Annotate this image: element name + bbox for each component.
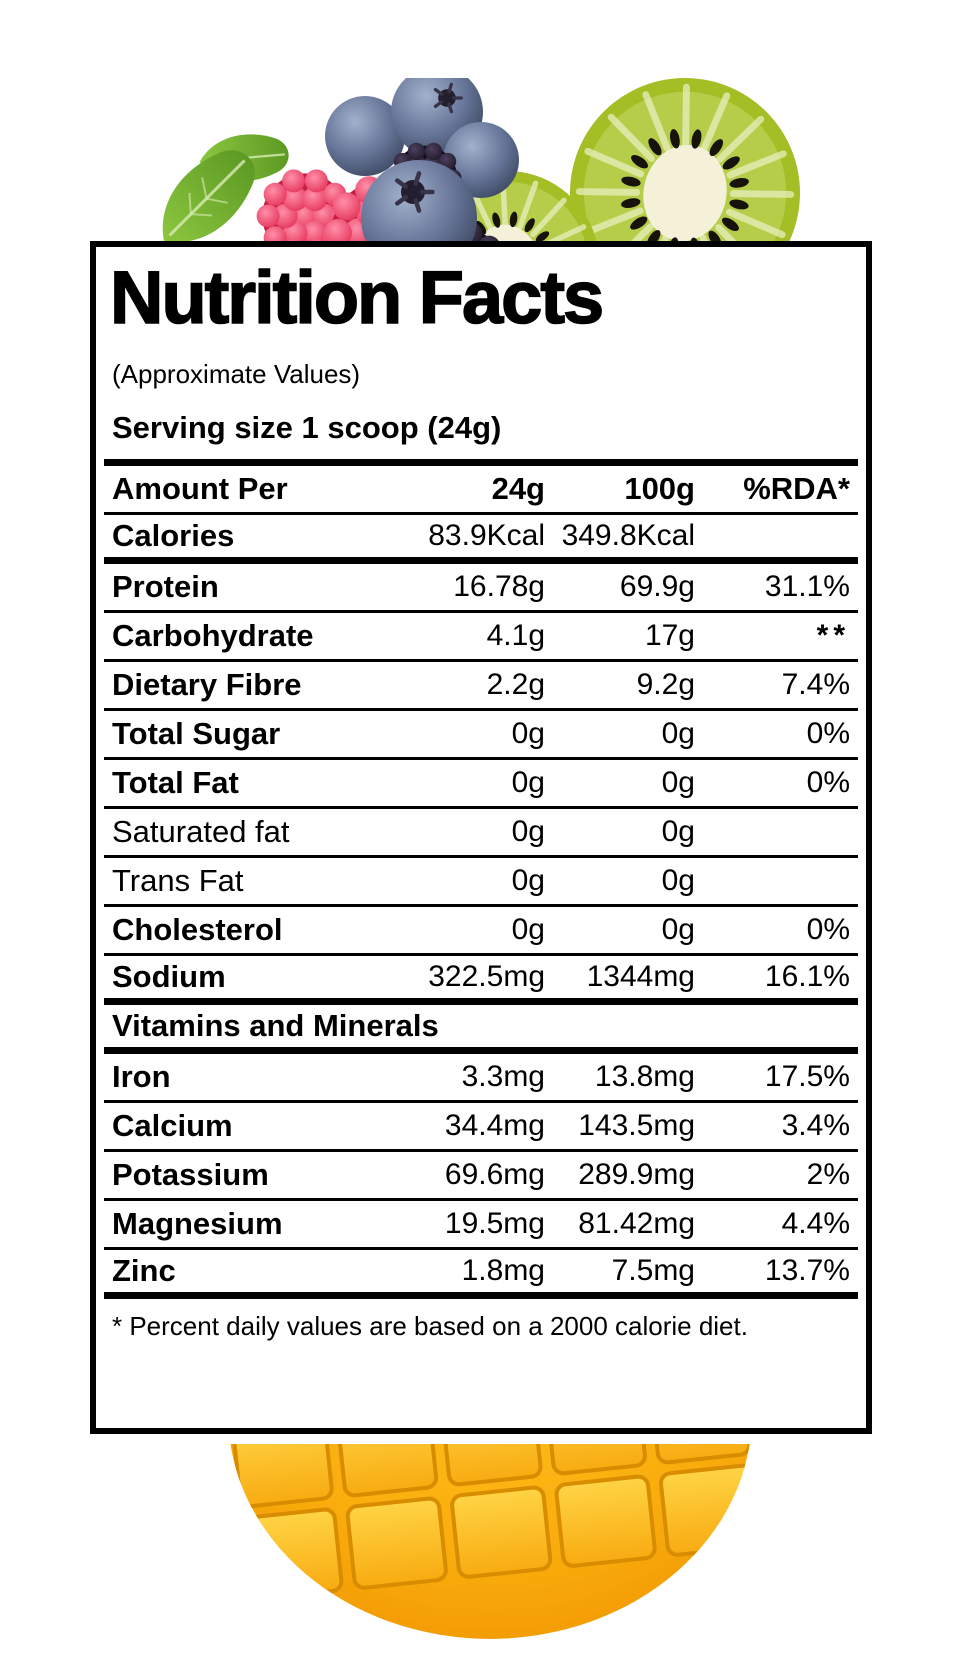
fruit-photo-bottom: [220, 1444, 760, 1644]
row-label: Potassium: [112, 1157, 269, 1193]
row-value-100g: 81.42mg: [578, 1207, 695, 1241]
row-label: Total Sugar: [112, 716, 281, 752]
row-value-100g: 7.5mg: [611, 1254, 695, 1288]
row-label: Iron: [112, 1059, 171, 1095]
row-value-100g: 1344mg: [586, 960, 695, 994]
row-value-24g: 4.1g: [486, 619, 545, 653]
row-value-24g: 3.3mg: [461, 1060, 545, 1094]
row-value-100g: 69.9g: [619, 570, 695, 604]
row-value-100g: 289.9mg: [578, 1158, 695, 1192]
table-row-total-sugar: Total Sugar 0g 0g 0%: [104, 711, 858, 761]
row-value-24g: 322.5mg: [428, 960, 545, 994]
table-row-calcium: Calcium 34.4mg 143.5mg 3.4%: [104, 1103, 858, 1153]
table-row-trans-fat: Trans Fat 0g 0g: [104, 858, 858, 908]
row-value-24g: 19.5mg: [444, 1207, 545, 1241]
row-value-rda: **: [816, 619, 850, 653]
row-label: Protein: [112, 569, 219, 605]
row-value-100g: 0g: [661, 864, 695, 898]
table-row-sodium: Sodium 322.5mg 1344mg 16.1%: [104, 956, 858, 1006]
row-value-24g: 0g: [511, 815, 545, 849]
table-row-dietary-fibre: Dietary Fibre 2.2g 9.2g 7.4%: [104, 662, 858, 712]
row-value-rda: 0%: [806, 766, 850, 800]
table-row-cholesterol: Cholesterol 0g 0g 0%: [104, 907, 858, 957]
divider-thick: [104, 459, 858, 467]
daily-values-footnote: * Percent daily values are based on a 20…: [112, 1311, 748, 1342]
row-label: Trans Fat: [112, 863, 244, 899]
row-value-100g: 9.2g: [636, 668, 695, 702]
row-value-rda: 0%: [806, 913, 850, 947]
row-value-100g: 0g: [661, 815, 695, 849]
table-row-total-fat: Total Fat 0g 0g 0%: [104, 760, 858, 810]
row-value-100g: 0g: [661, 717, 695, 751]
row-label: Calcium: [112, 1108, 233, 1144]
row-value-24g: 0g: [511, 766, 545, 800]
column-header-100g: 100g: [624, 471, 695, 507]
nutrition-facts-label: Nutrition Facts (Approximate Values) Ser…: [90, 241, 872, 1434]
table-header-row: Amount Per 24g 100g %RDA*: [104, 466, 858, 516]
row-label: Saturated fat: [112, 814, 290, 850]
row-label: Zinc: [112, 1253, 176, 1289]
mint-leaf-icon: [162, 134, 289, 243]
nutrition-table: Amount Per 24g 100g %RDA* Calories 83.9K…: [104, 466, 858, 1342]
blueberry-icon: [325, 78, 519, 198]
serving-size: Serving size 1 scoop (24g): [112, 410, 502, 446]
row-label: Magnesium: [112, 1206, 283, 1242]
approximate-values-note: (Approximate Values): [112, 359, 361, 390]
row-value-100g: 349.8Kcal: [561, 519, 695, 553]
blueberry-icon: [361, 160, 477, 244]
table-row-potassium: Potassium 69.6mg 289.9mg 2%: [104, 1152, 858, 1202]
table-row-carbohydrate: Carbohydrate 4.1g 17g **: [104, 613, 858, 663]
row-value-24g: 2.2g: [486, 668, 545, 702]
row-label: Total Fat: [112, 765, 239, 801]
row-value-rda: 13.7%: [764, 1254, 850, 1288]
fruit-photo-top: [125, 78, 815, 244]
table-row-zinc: Zinc 1.8mg 7.5mg 13.7%: [104, 1250, 858, 1300]
row-value-24g: 83.9Kcal: [428, 519, 545, 553]
kiwi-slice-large-icon: [549, 78, 815, 244]
table-row-protein: Protein 16.78g 69.9g 31.1%: [104, 564, 858, 614]
row-value-rda: 31.1%: [764, 570, 850, 604]
column-header-rda: %RDA*: [743, 471, 850, 507]
row-value-24g: 1.8mg: [461, 1254, 545, 1288]
row-value-100g: 0g: [661, 913, 695, 947]
row-value-24g: 16.78g: [453, 570, 545, 604]
row-value-rda: 3.4%: [781, 1109, 850, 1143]
table-row-iron: Iron 3.3mg 13.8mg 17.5%: [104, 1054, 858, 1104]
row-value-rda: 0%: [806, 717, 850, 751]
row-label: Sodium: [112, 959, 226, 995]
vitamins-minerals-section-header: Vitamins and Minerals: [104, 1005, 858, 1055]
row-value-24g: 0g: [511, 717, 545, 751]
row-value-24g: 0g: [511, 913, 545, 947]
row-value-rda: 16.1%: [764, 960, 850, 994]
row-label: Calories: [112, 518, 235, 554]
row-value-rda: 7.4%: [781, 668, 850, 702]
cubed-mango-image: [228, 1444, 752, 1639]
column-header-24g: 24g: [491, 471, 545, 507]
row-value-24g: 34.4mg: [444, 1109, 545, 1143]
row-value-rda: 17.5%: [764, 1060, 850, 1094]
berries-kiwi-image: [162, 78, 815, 244]
row-label: Dietary Fibre: [112, 667, 302, 703]
table-row-saturated-fat: Saturated fat 0g 0g: [104, 809, 858, 859]
table-row-calories: Calories 83.9Kcal 349.8Kcal: [104, 515, 858, 565]
row-label: Cholesterol: [112, 912, 283, 948]
row-value-24g: 69.6mg: [444, 1158, 545, 1192]
row-label: Carbohydrate: [112, 618, 314, 654]
row-value-100g: 143.5mg: [578, 1109, 695, 1143]
row-value-rda: 2%: [806, 1158, 850, 1192]
row-value-100g: 17g: [644, 619, 695, 653]
row-value-24g: 0g: [511, 864, 545, 898]
row-value-100g: 0g: [661, 766, 695, 800]
row-value-rda: 4.4%: [781, 1207, 850, 1241]
row-value-100g: 13.8mg: [594, 1060, 695, 1094]
table-row-magnesium: Magnesium 19.5mg 81.42mg 4.4%: [104, 1201, 858, 1251]
page-title: Nutrition Facts: [109, 256, 605, 339]
column-header-amount-per: Amount Per: [112, 471, 288, 507]
